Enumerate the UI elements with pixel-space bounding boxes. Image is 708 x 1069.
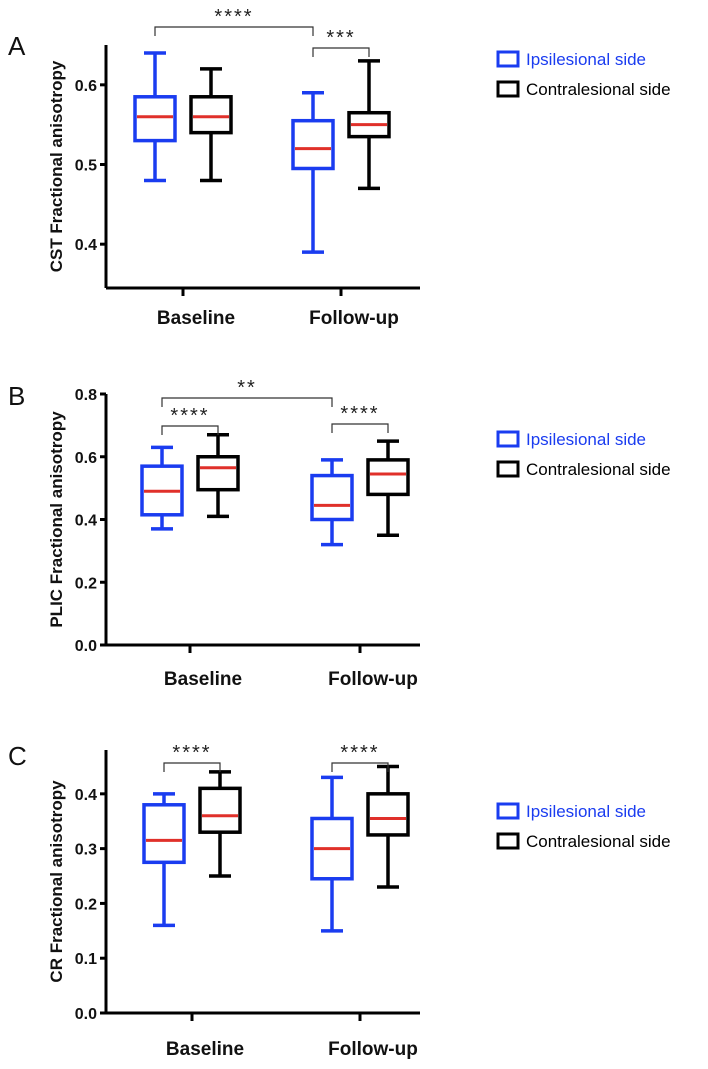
significance-bracket (161, 397, 333, 407)
box-contralesional-follow-up (366, 439, 410, 537)
y-tick-label: 0.0 (75, 1006, 97, 1023)
significance-bracket (312, 47, 370, 57)
box-contralesional-baseline (198, 770, 242, 878)
panel-letter: A (8, 31, 26, 61)
significance-bracket (331, 762, 389, 772)
y-tick-label: 0.1 (75, 951, 97, 968)
x-tick-label: Follow-up (328, 1039, 418, 1060)
y-tick-label: 0.3 (75, 842, 97, 859)
legend-label: Ipsilesional side (526, 802, 646, 821)
box-iqr (198, 786, 242, 834)
x-tick-label: Baseline (157, 308, 235, 329)
box-contralesional-baseline (196, 433, 240, 519)
legend-swatch (496, 460, 520, 478)
x-tick-label: Baseline (164, 669, 242, 690)
box-iqr (189, 95, 233, 135)
box-iqr (142, 803, 186, 865)
box-ipsilesional-baseline (140, 445, 184, 531)
legend-label: Ipsilesional side (526, 50, 646, 69)
legend-swatch (496, 832, 520, 850)
significance-bracket (154, 26, 314, 36)
box-iqr (291, 118, 335, 171)
significance-label: ** (237, 377, 257, 399)
x-tick-label: Baseline (166, 1039, 244, 1060)
y-tick-label: 0.4 (75, 513, 97, 530)
box-contralesional-baseline (189, 67, 233, 183)
y-tick-label: 0.6 (75, 450, 97, 467)
significance-label: **** (170, 405, 209, 427)
box-contralesional-follow-up (347, 59, 391, 191)
legend-swatch (496, 802, 520, 820)
legend-swatch (496, 50, 520, 68)
y-axis-label: CR Fractional anisotropy (47, 780, 66, 983)
x-tick-label: Follow-up (309, 308, 399, 329)
y-axis-label: PLIC Fractional anisotropy (47, 411, 66, 628)
box-iqr (196, 455, 240, 492)
significance-bracket (161, 425, 219, 435)
significance-label: *** (326, 27, 355, 49)
box-iqr (133, 95, 177, 143)
box-ipsilesional-follow-up (310, 458, 354, 547)
box-ipsilesional-follow-up (291, 91, 335, 254)
legend-swatch (496, 80, 520, 98)
legend-label: Contralesional side (526, 832, 671, 851)
y-tick-label: 0.0 (75, 638, 97, 655)
box-iqr (366, 792, 410, 837)
x-tick-label: Follow-up (328, 669, 418, 690)
significance-label: **** (172, 742, 211, 764)
box-ipsilesional-baseline (142, 792, 186, 928)
panel-b: B 0.0 0.2 0.4 0.6 0.8 PLIC Fractional anisotro… (8, 377, 671, 690)
legend-label: Contralesional side (526, 460, 671, 479)
panel-a: A 0.4 0.5 0.6 CST Fractional anisotropy Basel… (8, 6, 671, 329)
panel-c: C 0.0 0.1 0.2 0.3 0.4 CR Fractional anisotropy… (8, 741, 671, 1060)
y-tick-label: 0.2 (75, 896, 97, 913)
panel-letter: C (8, 741, 27, 771)
box-ipsilesional-baseline (133, 51, 177, 183)
y-tick-label: 0.5 (75, 158, 97, 175)
y-tick-label: 0.4 (75, 787, 97, 804)
significance-label: **** (340, 403, 379, 425)
significance-bracket (331, 423, 389, 433)
legend-label: Ipsilesional side (526, 430, 646, 449)
y-tick-label: 0.8 (75, 387, 97, 404)
legend-swatch (496, 430, 520, 448)
box-iqr (310, 473, 354, 522)
y-tick-label: 0.2 (75, 575, 97, 592)
panel-letter: B (8, 381, 25, 411)
y-axis-label: CST Fractional anisotropy (47, 60, 66, 272)
box-iqr (366, 458, 410, 497)
significance-bracket (163, 762, 221, 772)
significance-label: **** (340, 742, 379, 764)
box-contralesional-follow-up (366, 764, 410, 889)
significance-label: **** (214, 6, 253, 28)
y-tick-label: 0.6 (75, 78, 97, 95)
legend-label: Contralesional side (526, 80, 671, 99)
y-tick-label: 0.4 (75, 237, 97, 254)
box-ipsilesional-follow-up (310, 775, 354, 933)
